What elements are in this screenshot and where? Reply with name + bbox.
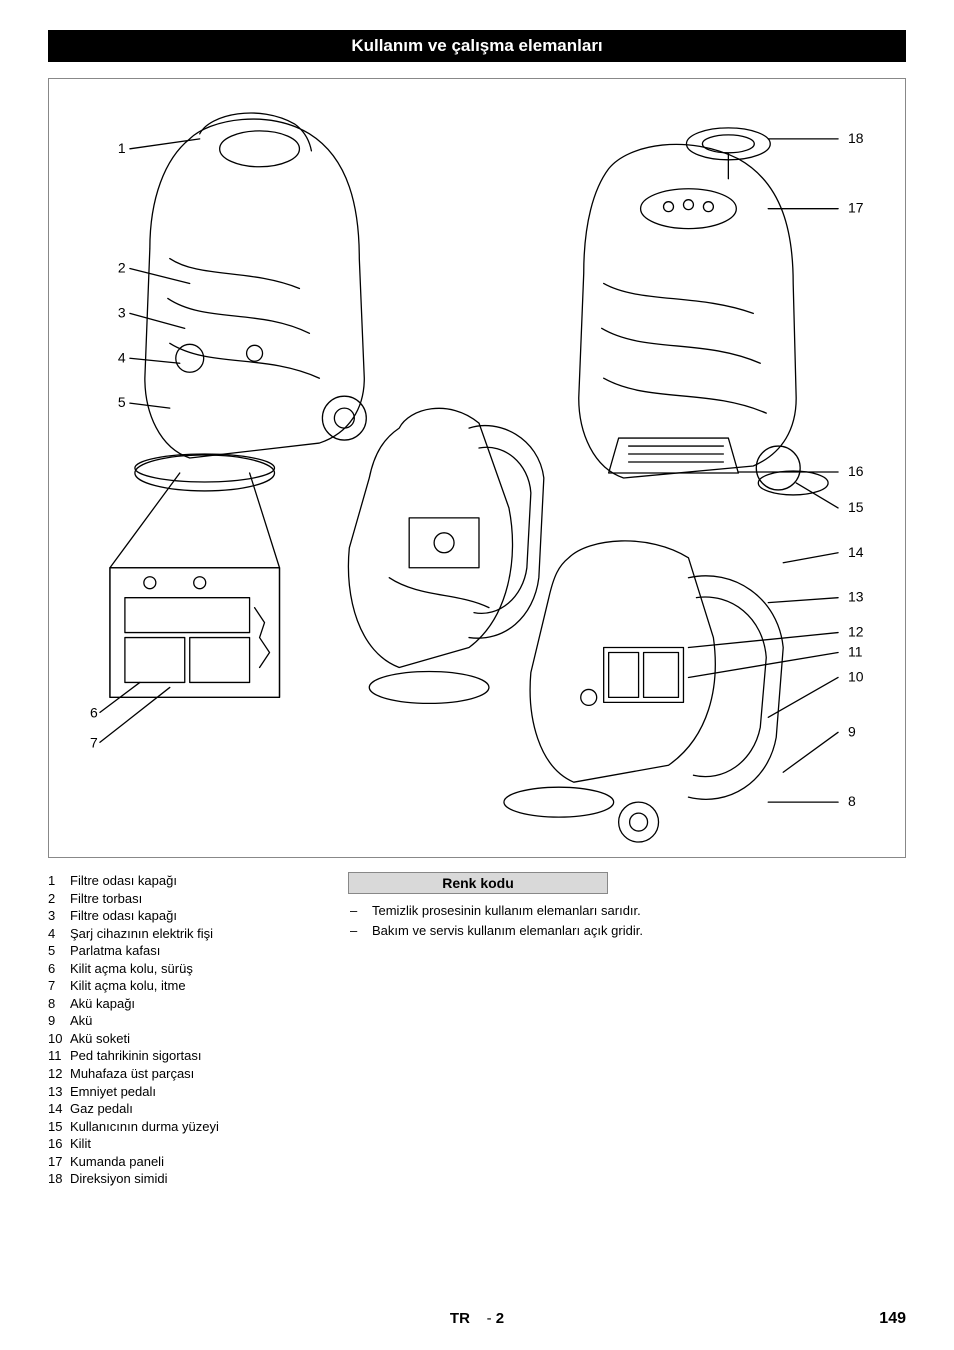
machine-open-view — [348, 408, 543, 703]
svg-text:5: 5 — [118, 394, 126, 410]
section-title: Kullanım ve çalışma elemanları — [48, 30, 906, 62]
legend-row: 4Şarj cihazının elektrik fişi — [48, 925, 318, 943]
svg-text:8: 8 — [848, 793, 856, 809]
legend-row: 17Kumanda paneli — [48, 1153, 318, 1171]
svg-text:4: 4 — [118, 349, 126, 365]
legend-row: 16Kilit — [48, 1135, 318, 1153]
svg-text:3: 3 — [118, 304, 126, 320]
footer-local-page: 2 — [496, 1310, 504, 1327]
color-code-list: –Temizlik prosesinin kullanım elemanları… — [348, 902, 906, 939]
legend-row: 13Emniyet pedalı — [48, 1083, 318, 1101]
svg-text:2: 2 — [118, 260, 126, 276]
svg-text:15: 15 — [848, 499, 864, 515]
machine-open-rear-view — [504, 541, 838, 842]
svg-text:1: 1 — [118, 140, 126, 156]
legend-row: 11Ped tahrikinin sigortası — [48, 1047, 318, 1065]
svg-text:7: 7 — [90, 734, 98, 750]
legend-row: 7Kilit açma kolu, itme — [48, 977, 318, 995]
page-footer: TR - 2 149 — [0, 1310, 954, 1328]
svg-text:17: 17 — [848, 200, 864, 216]
svg-text:11: 11 — [848, 644, 863, 660]
parts-legend: 1Filtre odası kapağı 2Filtre torbası 3Fi… — [48, 872, 318, 1188]
legend-row: 2Filtre torbası — [48, 890, 318, 908]
machine-rear-view — [579, 128, 838, 508]
svg-text:12: 12 — [848, 624, 864, 640]
parts-diagram: 1 2 3 4 5 6 7 18 17 16 15 14 13 12 11 10… — [48, 78, 906, 858]
legend-row: 18Direksiyon simidi — [48, 1170, 318, 1188]
legend-row: 12Muhafaza üst parçası — [48, 1065, 318, 1083]
machine-front-view — [130, 113, 366, 491]
svg-text:9: 9 — [848, 723, 856, 739]
svg-text:14: 14 — [848, 544, 864, 560]
svg-text:6: 6 — [90, 704, 98, 720]
legend-row: 6Kilit açma kolu, sürüş — [48, 960, 318, 978]
svg-text:16: 16 — [848, 463, 864, 479]
callout-numbers-right: 18 17 16 15 14 13 12 11 10 9 8 — [848, 130, 864, 809]
svg-text:18: 18 — [848, 130, 864, 146]
legend-row: 3Filtre odası kapağı — [48, 907, 318, 925]
legend-row: 10Akü soketi — [48, 1030, 318, 1048]
legend-row: 1Filtre odası kapağı — [48, 872, 318, 890]
color-code-header: Renk kodu — [348, 872, 608, 894]
battery-inset — [100, 473, 280, 742]
legend-row: 9Akü — [48, 1012, 318, 1030]
legend-row: 8Akü kapağı — [48, 995, 318, 1013]
footer-lang: TR — [450, 1310, 470, 1327]
svg-text:10: 10 — [848, 668, 864, 684]
svg-text:13: 13 — [848, 589, 864, 605]
legend-row: 5Parlatma kafası — [48, 942, 318, 960]
legend-row: 15Kullanıcının durma yüzeyi — [48, 1118, 318, 1136]
legend-row: 14Gaz pedalı — [48, 1100, 318, 1118]
